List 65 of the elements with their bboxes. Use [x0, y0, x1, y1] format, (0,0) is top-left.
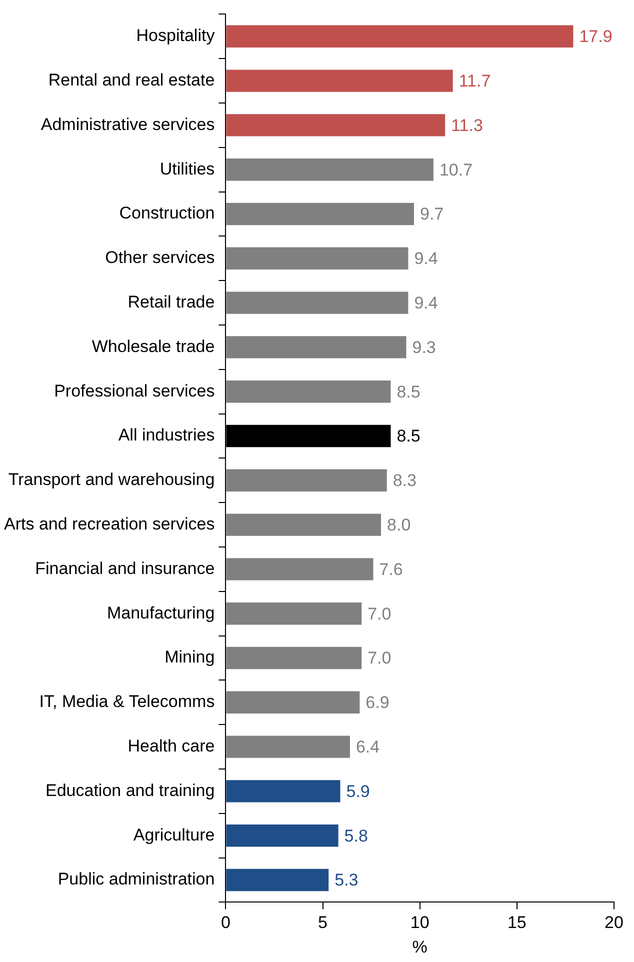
data-label: 11.3: [451, 116, 483, 135]
bar: [226, 70, 453, 92]
bar: [226, 336, 406, 358]
data-label: 8.5: [396, 382, 420, 402]
y-tick-label: Mining: [164, 648, 215, 667]
x-tick-label: 0: [220, 913, 230, 932]
y-tick-label: All industries: [118, 426, 215, 445]
y-tick-label: Public administration: [58, 870, 215, 889]
x-tick-label: 5: [318, 913, 328, 932]
bar: [226, 292, 408, 314]
bar: [226, 824, 338, 847]
x-tick-label: 20: [604, 913, 624, 932]
y-tick-label: Rental and real estate: [48, 70, 215, 90]
bar: [226, 380, 391, 403]
bar: [226, 469, 387, 492]
bar: [226, 691, 360, 714]
data-label: 8.3: [392, 471, 416, 490]
data-label: 11.7: [458, 71, 491, 90]
data-label: 5.3: [334, 870, 358, 890]
bar: [226, 780, 340, 802]
bar: [226, 736, 350, 758]
y-tick-label: Agriculture: [133, 825, 215, 844]
y-tick-label: IT, Media & Telecomms: [39, 692, 215, 712]
data-label: 7.6: [379, 560, 403, 579]
x-axis-title: %: [412, 937, 428, 956]
bar: [226, 202, 414, 226]
data-label: 17.9: [579, 27, 612, 46]
bar: [226, 247, 408, 270]
data-label: 10.7: [439, 160, 473, 180]
y-tick-label: Hospitality: [136, 26, 216, 46]
bar: [226, 868, 329, 892]
y-tick-label: Health care: [128, 736, 215, 756]
y-tick-label: Administrative services: [40, 114, 215, 134]
y-tick-label: Transport and warehousing: [8, 470, 215, 490]
data-label: 8.0: [387, 515, 411, 534]
bar: [226, 602, 362, 625]
data-label: 9.7: [420, 204, 444, 224]
data-label: 7.0: [368, 604, 392, 624]
bar: [226, 514, 382, 536]
data-label: 6.9: [366, 693, 390, 712]
x-tick-label: 15: [507, 913, 526, 932]
data-label: 7.0: [368, 648, 392, 668]
data-label: 6.4: [356, 737, 380, 756]
y-tick-label: Construction: [119, 204, 215, 223]
data-label: 8.5: [396, 426, 420, 446]
bar: [226, 646, 362, 670]
data-label: 9.3: [412, 338, 436, 357]
y-tick-label: Manufacturing: [106, 603, 215, 622]
bar: [226, 25, 574, 48]
data-label: 5.8: [344, 826, 368, 846]
data-label: 9.4: [414, 293, 438, 312]
y-tick-label: Professional services: [54, 381, 215, 400]
y-tick-label: Utilities: [160, 159, 215, 178]
data-label: 9.4: [414, 249, 438, 268]
bar: [226, 114, 446, 136]
bar: [226, 158, 434, 181]
y-tick-label: Arts and recreation services: [4, 514, 215, 534]
x-tick-label: 10: [410, 913, 430, 932]
bar: [226, 558, 374, 580]
y-tick-label: Wholesale trade: [92, 336, 215, 356]
y-tick-label: Retail trade: [128, 292, 215, 312]
y-tick-label: Financial and insurance: [35, 558, 215, 578]
y-tick-label: Education and training: [46, 780, 215, 800]
data-label: 5.9: [346, 782, 370, 801]
y-tick-label: Other services: [105, 248, 215, 268]
